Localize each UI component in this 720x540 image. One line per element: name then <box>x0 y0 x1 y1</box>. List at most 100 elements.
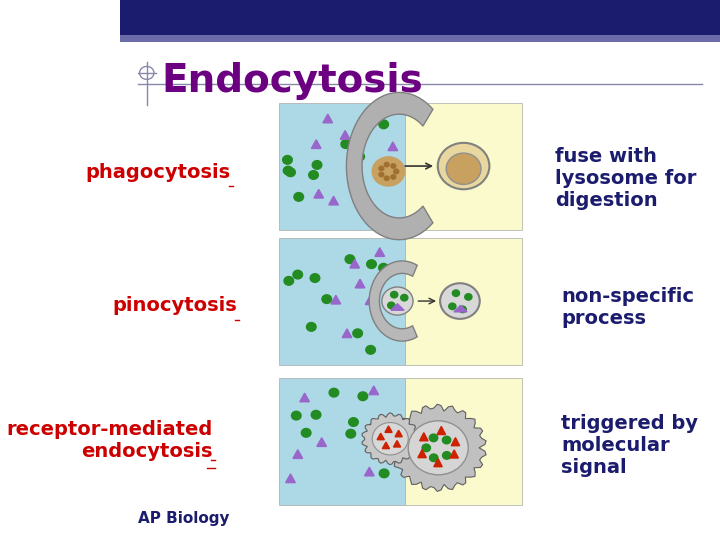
Circle shape <box>379 469 389 478</box>
Circle shape <box>348 418 359 427</box>
Polygon shape <box>355 279 365 288</box>
Circle shape <box>430 454 438 462</box>
Circle shape <box>391 164 396 168</box>
Polygon shape <box>393 441 400 447</box>
Polygon shape <box>391 303 404 310</box>
Polygon shape <box>362 413 418 464</box>
FancyBboxPatch shape <box>279 378 405 505</box>
Polygon shape <box>364 467 374 476</box>
Polygon shape <box>323 114 333 123</box>
Circle shape <box>372 157 405 186</box>
Polygon shape <box>300 393 310 402</box>
Text: phagocytosis: phagocytosis <box>86 163 231 183</box>
Circle shape <box>294 193 304 201</box>
FancyBboxPatch shape <box>405 378 522 505</box>
Polygon shape <box>385 426 392 433</box>
Circle shape <box>438 143 490 190</box>
Circle shape <box>346 429 356 438</box>
Circle shape <box>394 170 399 174</box>
Polygon shape <box>341 131 350 139</box>
Circle shape <box>366 346 375 354</box>
Circle shape <box>400 294 408 301</box>
Polygon shape <box>418 450 426 458</box>
Circle shape <box>358 392 368 401</box>
Polygon shape <box>286 474 295 483</box>
Text: pinocytosis: pinocytosis <box>112 295 237 315</box>
Circle shape <box>286 168 295 177</box>
Polygon shape <box>375 248 384 256</box>
Polygon shape <box>395 430 402 437</box>
Circle shape <box>372 422 408 455</box>
Circle shape <box>384 441 394 450</box>
Text: non-specific
process: non-specific process <box>561 287 694 328</box>
Circle shape <box>446 153 481 185</box>
Circle shape <box>293 271 302 279</box>
Circle shape <box>341 140 351 149</box>
Circle shape <box>449 303 456 309</box>
Text: triggered by
molecular
signal: triggered by molecular signal <box>561 414 698 477</box>
Text: fuse with
lysosome for
digestion: fuse with lysosome for digestion <box>555 147 696 210</box>
Polygon shape <box>450 450 459 458</box>
Circle shape <box>312 160 322 169</box>
Polygon shape <box>420 433 428 441</box>
Circle shape <box>310 274 320 282</box>
Polygon shape <box>390 404 486 491</box>
Circle shape <box>284 276 294 285</box>
Circle shape <box>440 283 480 319</box>
Circle shape <box>422 444 431 451</box>
Polygon shape <box>388 142 397 151</box>
Polygon shape <box>454 306 467 312</box>
Circle shape <box>352 185 361 194</box>
Circle shape <box>394 170 399 174</box>
Circle shape <box>429 434 438 442</box>
Circle shape <box>283 156 292 164</box>
Polygon shape <box>369 261 417 341</box>
Polygon shape <box>350 259 359 268</box>
Circle shape <box>302 429 311 437</box>
Polygon shape <box>377 433 384 440</box>
Polygon shape <box>329 196 338 205</box>
Circle shape <box>353 329 362 338</box>
Circle shape <box>355 152 364 161</box>
Circle shape <box>284 166 293 175</box>
Circle shape <box>311 410 321 419</box>
Circle shape <box>345 255 355 264</box>
FancyBboxPatch shape <box>279 238 405 364</box>
Polygon shape <box>312 140 321 149</box>
Circle shape <box>292 411 301 420</box>
FancyBboxPatch shape <box>405 238 522 364</box>
Circle shape <box>387 302 395 308</box>
FancyBboxPatch shape <box>405 103 522 230</box>
Polygon shape <box>331 295 341 304</box>
Polygon shape <box>317 438 326 447</box>
Circle shape <box>459 306 467 313</box>
Circle shape <box>384 176 389 180</box>
Circle shape <box>379 120 389 129</box>
Circle shape <box>368 424 377 433</box>
FancyBboxPatch shape <box>279 103 405 230</box>
Circle shape <box>379 172 384 177</box>
Polygon shape <box>434 458 442 467</box>
Polygon shape <box>342 329 352 338</box>
Polygon shape <box>382 442 390 449</box>
Circle shape <box>307 322 316 331</box>
Circle shape <box>452 290 459 296</box>
Circle shape <box>379 264 388 272</box>
FancyBboxPatch shape <box>120 0 720 35</box>
Circle shape <box>408 421 468 475</box>
Polygon shape <box>369 386 379 395</box>
Circle shape <box>366 260 377 268</box>
Polygon shape <box>346 92 433 240</box>
Circle shape <box>309 171 318 179</box>
Circle shape <box>384 163 389 167</box>
Polygon shape <box>365 296 375 305</box>
Circle shape <box>442 436 451 444</box>
Circle shape <box>329 388 338 397</box>
FancyBboxPatch shape <box>120 35 720 42</box>
Circle shape <box>379 166 384 171</box>
Text: receptor-mediated
endocytosis: receptor-mediated endocytosis <box>6 420 213 461</box>
Polygon shape <box>451 437 459 446</box>
Circle shape <box>382 287 413 315</box>
Polygon shape <box>314 190 323 198</box>
Circle shape <box>390 292 397 298</box>
